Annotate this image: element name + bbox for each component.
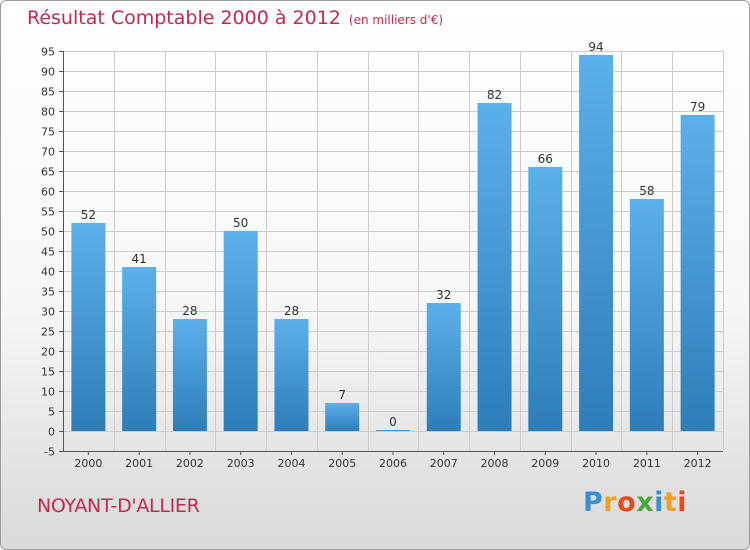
data-label-2002: 28 [182, 304, 197, 318]
logo-letter: i [677, 487, 688, 518]
y-tick-label: 40 [41, 266, 55, 279]
data-label-2009: 66 [538, 152, 553, 166]
y-tick-label: 65 [41, 166, 55, 179]
y-tick-label: 55 [41, 206, 55, 219]
bar-2000 [71, 223, 106, 431]
bar-2010 [579, 55, 614, 431]
data-label-2010: 94 [588, 40, 603, 54]
logo-letter: o [617, 487, 637, 518]
y-tick-label: 80 [41, 106, 55, 119]
y-tick-label: -5 [44, 446, 55, 459]
y-tick-label: 5 [48, 406, 55, 419]
proxiti-logo: Proxiti [583, 487, 687, 518]
y-tick-label: 35 [41, 286, 55, 299]
x-tick-label-2011: 2011 [633, 457, 661, 470]
x-tick-label-2012: 2012 [684, 457, 712, 470]
x-tick-label-2004: 2004 [277, 457, 305, 470]
x-tick-label-2008: 2008 [481, 457, 509, 470]
x-tick-label-2009: 2009 [531, 457, 559, 470]
y-tick-label: 75 [41, 126, 55, 139]
y-tick-label: 45 [41, 246, 55, 259]
chart-title: Résultat Comptable 2000 à 2012 [27, 7, 341, 29]
logo-letter: P [583, 487, 604, 518]
bars [71, 55, 715, 431]
logo-letter: i [654, 487, 664, 518]
title-row: Résultat Comptable 2000 à 2012 (en millie… [27, 7, 443, 29]
data-label-2008: 82 [487, 88, 502, 102]
logo-letter: r [603, 487, 618, 518]
x-tick-label-2002: 2002 [176, 457, 204, 470]
bar-2008 [477, 103, 512, 431]
data-label-2012: 79 [690, 100, 705, 114]
data-label-2006: 0 [389, 415, 397, 429]
bar-2011 [629, 199, 664, 431]
bar-2001 [122, 267, 157, 431]
y-tick-label: 95 [41, 46, 55, 59]
x-tick-label-2006: 2006 [379, 457, 407, 470]
y-tick-label: 70 [41, 146, 55, 159]
y-tick-label: 25 [41, 326, 55, 339]
chart-subtitle: (en milliers d'€) [348, 13, 444, 27]
data-label-2011: 58 [639, 184, 654, 198]
x-tick-label-2007: 2007 [430, 457, 458, 470]
data-label-2005: 7 [338, 388, 346, 402]
x-tick-label-2003: 2003 [227, 457, 255, 470]
data-label-2000: 52 [81, 208, 96, 222]
bar-2004 [274, 319, 309, 431]
bar-2005 [325, 403, 360, 431]
data-label-2003: 50 [233, 216, 248, 230]
bar-2002 [172, 319, 207, 431]
bar-2003 [223, 231, 258, 431]
y-tick-label: 85 [41, 86, 55, 99]
bar-2007 [426, 303, 461, 431]
data-label-2001: 41 [132, 252, 147, 266]
grid-lines [63, 51, 724, 452]
x-tick-label-2000: 2000 [74, 457, 102, 470]
y-tick-label: 50 [41, 226, 55, 239]
data-label-2004: 28 [284, 304, 299, 318]
labels: -505101520253035404550556065707580859095… [41, 40, 712, 470]
bar-2012 [680, 115, 715, 431]
data-label-2007: 32 [436, 288, 451, 302]
y-tick-label: 90 [41, 66, 55, 79]
logo-letter: x [636, 487, 655, 518]
logo-letter: t [663, 487, 678, 518]
x-tick-label-2001: 2001 [125, 457, 153, 470]
bar-2009 [528, 167, 563, 431]
place-name: NOYANT-D'ALLIER [37, 495, 200, 517]
axes [59, 51, 723, 455]
y-tick-label: 10 [41, 386, 55, 399]
bar-2006 [376, 430, 410, 431]
y-tick-label: 0 [48, 426, 55, 439]
y-tick-label: 20 [41, 346, 55, 359]
y-tick-label: 60 [41, 186, 55, 199]
x-tick-label-2010: 2010 [582, 457, 610, 470]
y-tick-label: 15 [41, 366, 55, 379]
x-tick-label-2005: 2005 [328, 457, 356, 470]
y-tick-label: 30 [41, 306, 55, 319]
